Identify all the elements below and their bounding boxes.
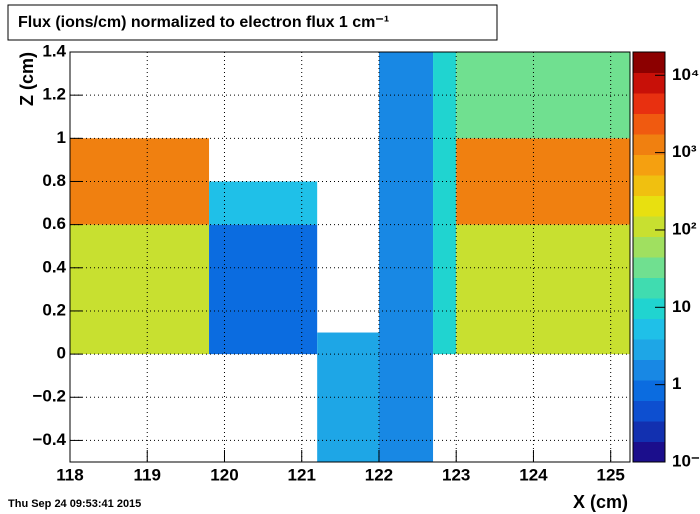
palette-band bbox=[633, 421, 665, 442]
heat-cell bbox=[456, 52, 630, 139]
heat-cell bbox=[378, 52, 434, 462]
heat-cell bbox=[317, 332, 379, 462]
x-tick-label: 121 bbox=[288, 465, 316, 484]
heat-cell bbox=[70, 138, 210, 225]
z-tick-label: 10³ bbox=[672, 142, 697, 161]
x-tick-label: 120 bbox=[210, 465, 238, 484]
x-tick-label: 125 bbox=[597, 465, 625, 484]
z-tick-label: 10⁴ bbox=[672, 65, 699, 84]
z-tick-label: 10 bbox=[672, 297, 691, 316]
footer-date: Thu Sep 24 09:53:41 2015 bbox=[8, 498, 141, 510]
y-tick-label: 0 bbox=[57, 344, 66, 363]
y-tick-label: 0.2 bbox=[42, 300, 66, 319]
x-tick-label: 124 bbox=[519, 465, 548, 484]
y-tick-label: 0.6 bbox=[42, 214, 66, 233]
palette-band bbox=[633, 216, 665, 237]
palette-band bbox=[633, 175, 665, 196]
y-tick-label: 1.2 bbox=[42, 85, 66, 104]
y-tick-label: 0.8 bbox=[42, 171, 66, 190]
palette-band bbox=[633, 339, 665, 360]
palette-band bbox=[633, 257, 665, 278]
palette-band bbox=[633, 318, 665, 340]
palette-band bbox=[633, 154, 665, 176]
y-tick-label: 1.4 bbox=[42, 41, 66, 60]
palette-band bbox=[633, 134, 665, 155]
heat-cell bbox=[209, 181, 318, 225]
title-box bbox=[7, 4, 498, 41]
palette-band bbox=[633, 359, 665, 381]
palette-band bbox=[633, 277, 665, 299]
palette-band bbox=[633, 236, 665, 258]
palette-band bbox=[633, 400, 665, 422]
z-tick-label: 10² bbox=[672, 219, 697, 238]
z-tick-label: 10⁻¹ bbox=[672, 451, 700, 470]
x-tick-label: 122 bbox=[365, 465, 393, 484]
palette-band bbox=[633, 52, 665, 73]
y-tick-label: −0.2 bbox=[32, 387, 66, 406]
x-tick-label: 119 bbox=[134, 465, 161, 484]
y-tick-label: 1 bbox=[57, 128, 66, 147]
palette-frame bbox=[632, 51, 666, 463]
x-tick-label: 123 bbox=[442, 465, 470, 484]
heat-cell bbox=[209, 224, 318, 355]
heat-cell bbox=[433, 52, 457, 355]
x-axis-title: X (cm) bbox=[573, 492, 628, 512]
palette-band bbox=[633, 72, 665, 94]
heat-cell bbox=[70, 224, 210, 355]
y-axis-title: Z (cm) bbox=[17, 52, 37, 106]
heat-cell bbox=[456, 224, 630, 355]
palette-band bbox=[633, 93, 665, 114]
chart-title: Flux (ions/cm) normalized to electron fl… bbox=[18, 14, 389, 31]
x-tick-label: 118 bbox=[56, 465, 83, 484]
heat-cell bbox=[456, 138, 630, 225]
palette-band bbox=[633, 113, 665, 135]
palette-band bbox=[633, 298, 665, 319]
y-tick-label: 0.4 bbox=[42, 257, 66, 276]
y-tick-label: −0.4 bbox=[32, 430, 66, 449]
palette-band bbox=[633, 380, 665, 401]
plot-frame bbox=[69, 51, 631, 463]
palette-band bbox=[633, 441, 665, 463]
palette-band bbox=[633, 195, 665, 217]
z-tick-label: 1 bbox=[672, 374, 681, 393]
